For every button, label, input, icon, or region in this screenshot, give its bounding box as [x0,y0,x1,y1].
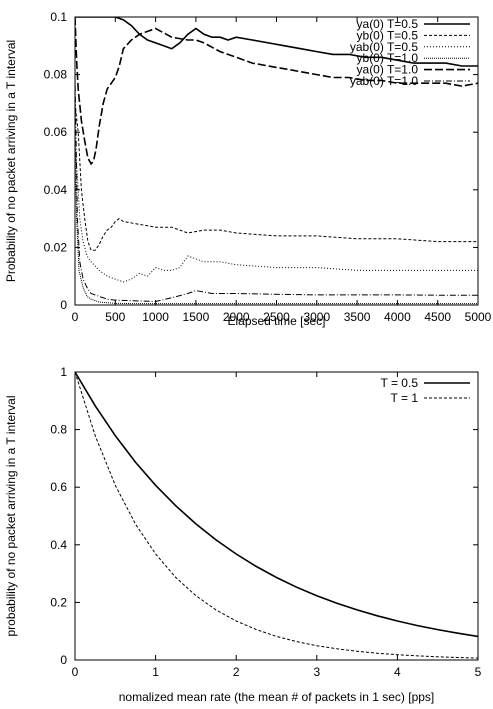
y-tick-label: 0 [60,653,67,667]
x-tick-label: 3 [313,665,320,679]
x-tick-label: 4000 [384,310,411,324]
y-axis-label: probability of no packet arriving in a T… [4,395,18,636]
series-line-2 [75,372,478,659]
legend-label: yb(0) T=0.5 [357,28,419,42]
x-tick-label: 5 [475,665,482,679]
x-tick-label: 3000 [303,310,330,324]
x-tick-label: 2500 [263,310,290,324]
y-axis-label: Probability of no packet arriving in a T… [4,40,18,282]
x-tick-label: 500 [105,310,125,324]
x-tick-label: 0 [72,310,79,324]
x-tick-label: 0 [72,665,79,679]
series-line-5 [75,17,478,166]
y-tick-label: 0.06 [44,125,68,139]
plot-frame-2 [74,371,479,661]
series-line-6 [75,74,478,303]
x-tick-label: 4 [394,665,401,679]
y-tick-label: 0.1 [50,10,67,24]
y-tick-label: 0.02 [44,240,68,254]
legend-label: T = 0.5 [381,376,419,390]
series-line-4 [75,132,478,305]
x-tick-label: 1500 [183,310,210,324]
x-tick-label: 2 [233,665,240,679]
legend-label: T = 1 [391,391,419,405]
y-tick-label: 0.2 [50,595,67,609]
series-line-2 [75,103,478,251]
x-tick-label: 4500 [424,310,451,324]
x-axis-label: Elapsed time [sec] [227,314,325,328]
y-tick-label: 0.8 [50,423,67,437]
x-tick-label: 5000 [465,310,492,324]
y-tick-label: 1 [60,365,67,379]
series-line-1 [75,17,478,67]
legend-label: yab(0) T=0.5 [350,40,418,54]
y-tick-label: 0.6 [50,480,67,494]
legend-label: yb(0) T=1.0 [357,51,419,65]
y-tick-label: 0 [60,298,67,312]
legend-label: yab(0) T=1.0 [350,74,418,88]
legend-label: ya(0) T=1.0 [357,63,419,77]
x-tick-label: 2000 [223,310,250,324]
legend-label: ya(0) T=0.5 [357,17,419,31]
y-tick-label: 0.4 [50,538,67,552]
x-tick-label: 1000 [142,310,169,324]
series-line-1 [75,372,478,638]
x-tick-label: 3500 [344,310,371,324]
x-tick-label: 1 [152,665,159,679]
y-tick-label: 0.08 [44,68,68,82]
x-axis-label: nomalized mean rate (the mean # of packe… [119,690,435,704]
y-tick-label: 0.04 [44,183,68,197]
series-line-3 [75,146,478,283]
